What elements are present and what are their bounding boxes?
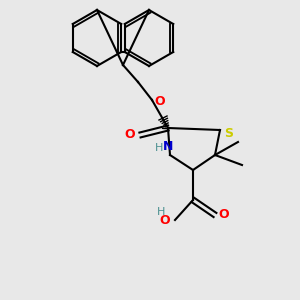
Text: S: S [224,127,233,140]
Text: O: O [124,128,135,142]
Text: O: O [159,214,170,227]
Text: H: H [155,143,163,153]
Text: O: O [218,208,229,221]
Text: N: N [163,140,173,153]
Text: H: H [157,207,165,217]
Text: O: O [154,95,165,108]
